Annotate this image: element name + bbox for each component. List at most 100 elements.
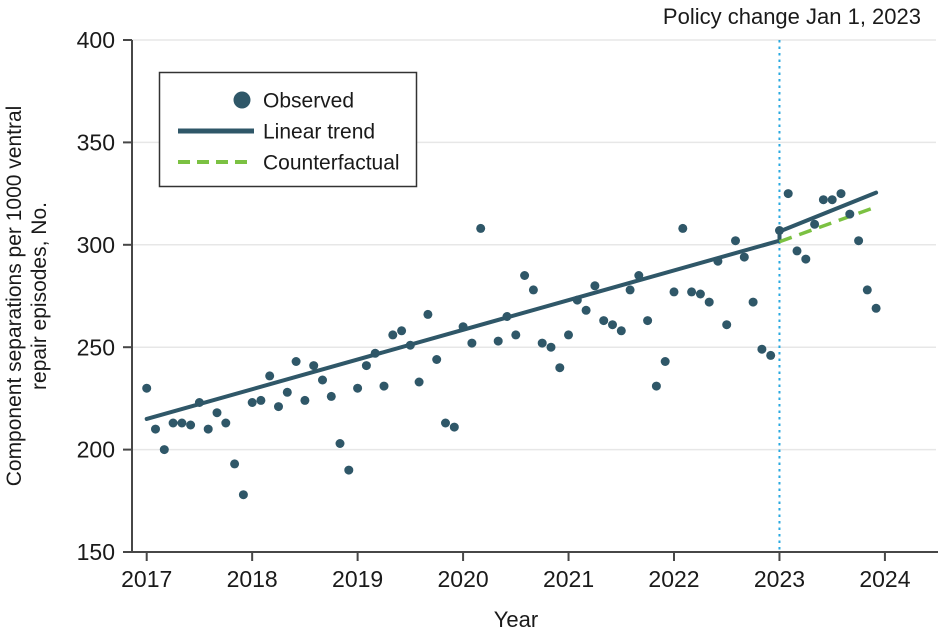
x-tick-label: 2022 (648, 566, 699, 592)
observed-point (555, 363, 565, 373)
observed-point (353, 383, 363, 393)
observed-point (520, 271, 530, 280)
x-tick-label: 2023 (754, 566, 805, 592)
observed-point (194, 398, 204, 407)
observed-point (783, 189, 793, 199)
observed-point (862, 285, 872, 295)
observed-point (370, 348, 380, 358)
observed-point (344, 465, 354, 475)
observed-point (757, 344, 767, 354)
observed-point (511, 330, 521, 340)
legend-label-observed: Observed (263, 89, 354, 112)
observed-point (854, 236, 864, 246)
observed-point (748, 297, 758, 307)
observed-point (766, 350, 776, 360)
observed-point (572, 295, 582, 305)
observed-point (449, 422, 459, 432)
observed-point (660, 357, 670, 366)
observed-point (616, 326, 626, 336)
observed-point (590, 281, 600, 291)
observed-point (177, 418, 187, 428)
observed-point (335, 439, 345, 448)
observed-point (599, 316, 609, 326)
observed-point (159, 445, 169, 455)
linear-trend-path (144, 190, 879, 421)
observed-point (669, 287, 679, 297)
legend-label-counterfactual: Counterfactual (263, 151, 400, 174)
observed-point (414, 377, 424, 387)
observed-point (441, 418, 450, 428)
observed-point (845, 209, 855, 219)
data-series-layer (142, 189, 881, 500)
observed-point (608, 320, 617, 330)
observed-point (186, 420, 196, 430)
y-tick-label: 300 (77, 232, 115, 258)
observed-point (476, 223, 486, 233)
x-tick-label: 2021 (543, 566, 594, 592)
y-axis-title-line2: repair episodes, No. (28, 202, 51, 390)
observed-point (379, 381, 389, 391)
observed-point (458, 322, 468, 332)
observed-point (388, 330, 398, 340)
observed-point (467, 338, 477, 348)
observed-point (397, 326, 407, 336)
observed-point (818, 195, 828, 205)
observed-point (643, 316, 653, 326)
observed-point (291, 357, 301, 366)
observed-point (827, 195, 837, 205)
y-tick-label: 350 (77, 129, 115, 155)
observed-point (528, 285, 538, 295)
observed-point (687, 287, 697, 297)
observed-point (256, 395, 266, 405)
observed-point (704, 297, 714, 307)
policy-annotation: Policy change Jan 1, 2023 (663, 4, 921, 29)
observed-point (309, 361, 319, 371)
x-tick-label: 2018 (227, 566, 278, 592)
observed-point (564, 330, 573, 340)
observed-point (581, 305, 591, 315)
x-tick-label: 2024 (859, 566, 910, 592)
observed-point (739, 252, 749, 262)
observed-point (230, 459, 240, 469)
counterfactual-path (778, 205, 877, 244)
observed-point (203, 424, 213, 434)
observed-point (651, 381, 661, 391)
legend: Observed Linear trend Counterfactual (158, 71, 418, 188)
observed-point (212, 408, 222, 418)
observed-point (361, 361, 371, 371)
axes-layer: 150 200 250 300 350 400 2017 2018 2019 2020 2021 20… (77, 27, 938, 592)
legend-label-linear-trend: Linear trend (263, 120, 375, 143)
observed-point (695, 289, 705, 299)
x-tick-label: 2019 (332, 566, 383, 592)
observed-point (731, 236, 740, 246)
observed-point (151, 424, 160, 434)
observed-point (326, 391, 336, 401)
observed-point (713, 256, 723, 266)
observed-point (678, 223, 688, 233)
observed-point (238, 490, 248, 500)
observed-point (247, 398, 257, 407)
observed-point (546, 342, 556, 352)
observed-point (836, 189, 846, 199)
legend-observed-marker-icon (233, 91, 251, 109)
observed-point (265, 371, 275, 381)
observed-point (274, 402, 283, 412)
observed-point (537, 338, 547, 348)
observed-point (300, 395, 310, 405)
observed-point (634, 271, 644, 280)
observed-point (871, 303, 881, 313)
observed-point (168, 418, 178, 428)
observed-point (282, 387, 292, 397)
observed-point (625, 285, 635, 295)
observed-point (221, 418, 231, 428)
observed-point (801, 254, 811, 264)
observed-point (722, 320, 732, 330)
observed-point (775, 226, 784, 235)
observed-point (493, 336, 503, 346)
x-tick-label: 2020 (437, 566, 488, 592)
x-tick-label: 2017 (121, 566, 172, 592)
y-axis-title-line1: Component separations per 1000 ventral (3, 106, 26, 487)
observed-point (142, 383, 152, 393)
y-tick-label: 250 (77, 334, 115, 360)
